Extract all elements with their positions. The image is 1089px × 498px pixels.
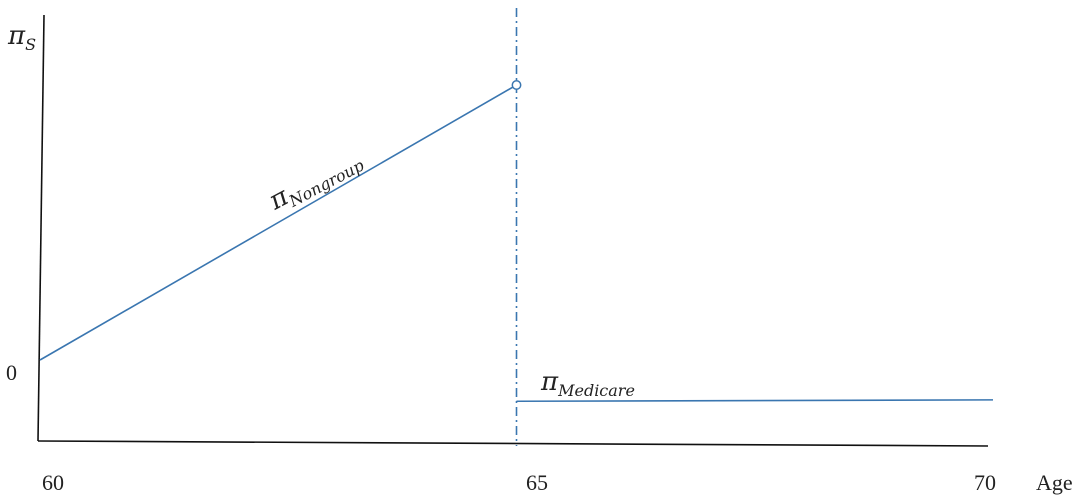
x-tick-label: 70 — [974, 470, 996, 495]
y-tick-label: 0 — [6, 360, 17, 385]
series-label-nongroup: πNongroup — [263, 143, 367, 219]
series-line-medicare — [516, 399, 994, 403]
series-line-nongroup — [39, 84, 517, 361]
y-axis — [37, 14, 45, 442]
x-tick-label: 65 — [526, 470, 548, 495]
y-axis-label: πS — [7, 21, 36, 54]
open-circle-marker — [511, 80, 522, 90]
x-axis — [37, 440, 989, 447]
x-axis-label: Age — [1036, 470, 1073, 495]
x-tick-label: 60 — [42, 470, 64, 495]
series-label-medicare: πMedicare — [540, 367, 635, 400]
